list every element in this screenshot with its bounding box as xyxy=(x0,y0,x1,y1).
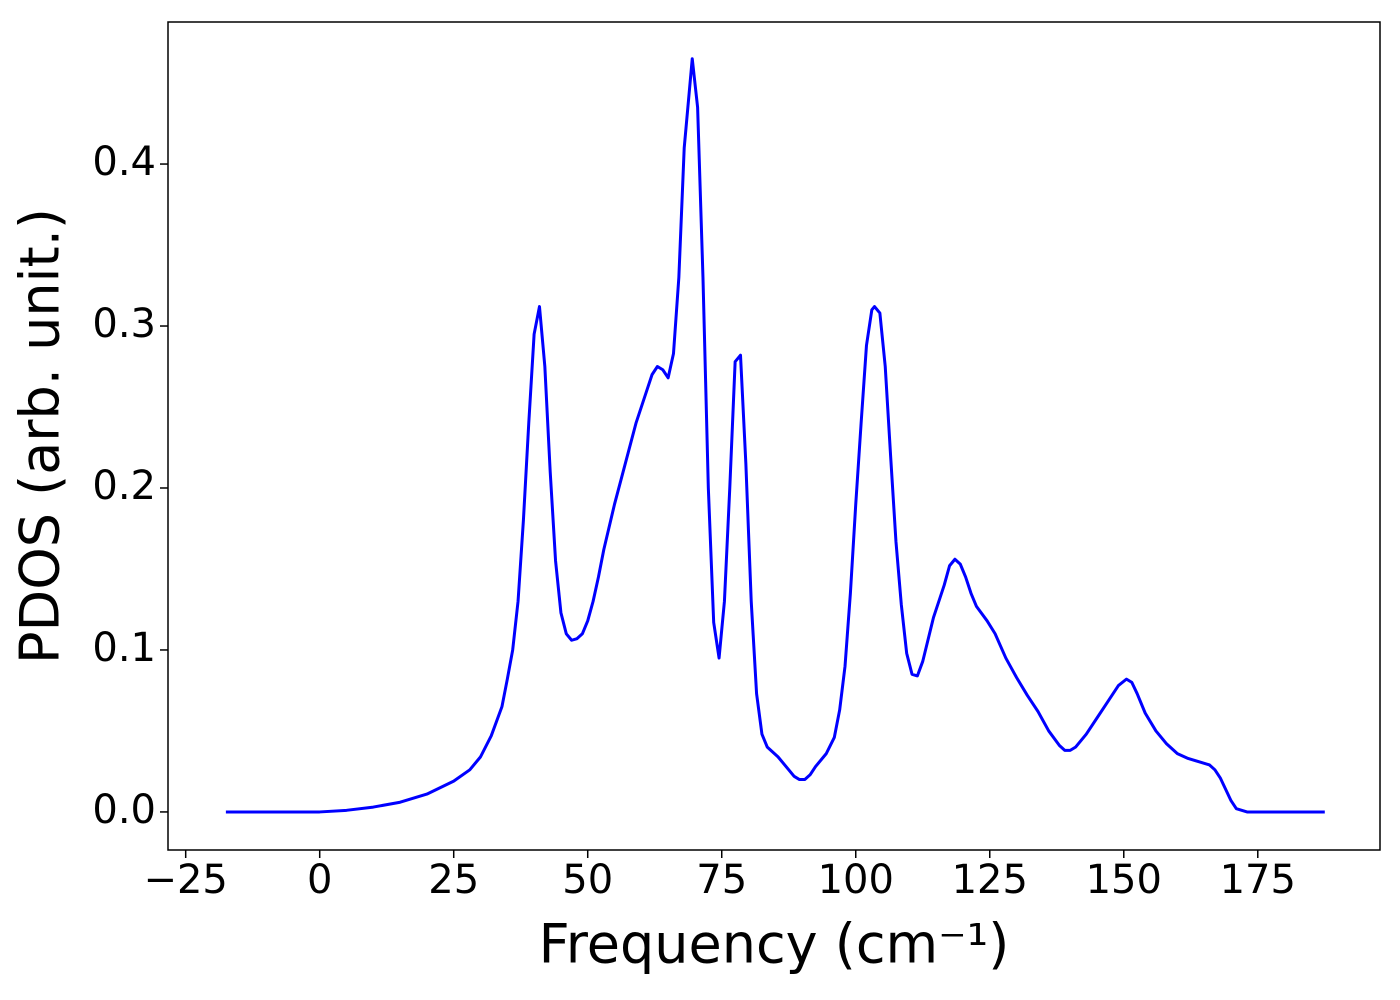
x-tick-label: 100 xyxy=(818,857,894,903)
y-axis-label: PDOS (arb. unit.) xyxy=(9,208,72,664)
y-tick-label: 0.0 xyxy=(92,787,156,833)
y-tick-label: 0.1 xyxy=(92,625,156,671)
x-tick-label: 50 xyxy=(562,857,613,903)
line-series xyxy=(225,57,1325,814)
y-tick-label: 0.2 xyxy=(92,463,156,509)
x-axis-label: Frequency (cm⁻¹) xyxy=(539,913,1010,976)
x-tick-label: −25 xyxy=(143,857,227,903)
x-tick-label: 0 xyxy=(307,857,332,903)
x-tick-label: 125 xyxy=(952,857,1028,903)
plot-frame xyxy=(167,21,1381,851)
x-tick-label: 25 xyxy=(428,857,479,903)
y-tick-label: 0.3 xyxy=(92,301,156,347)
y-tick-label: 0.4 xyxy=(92,139,156,185)
x-tick-label: 175 xyxy=(1220,857,1296,903)
x-tick-label: 75 xyxy=(696,857,747,903)
x-tick-label: 150 xyxy=(1086,857,1162,903)
